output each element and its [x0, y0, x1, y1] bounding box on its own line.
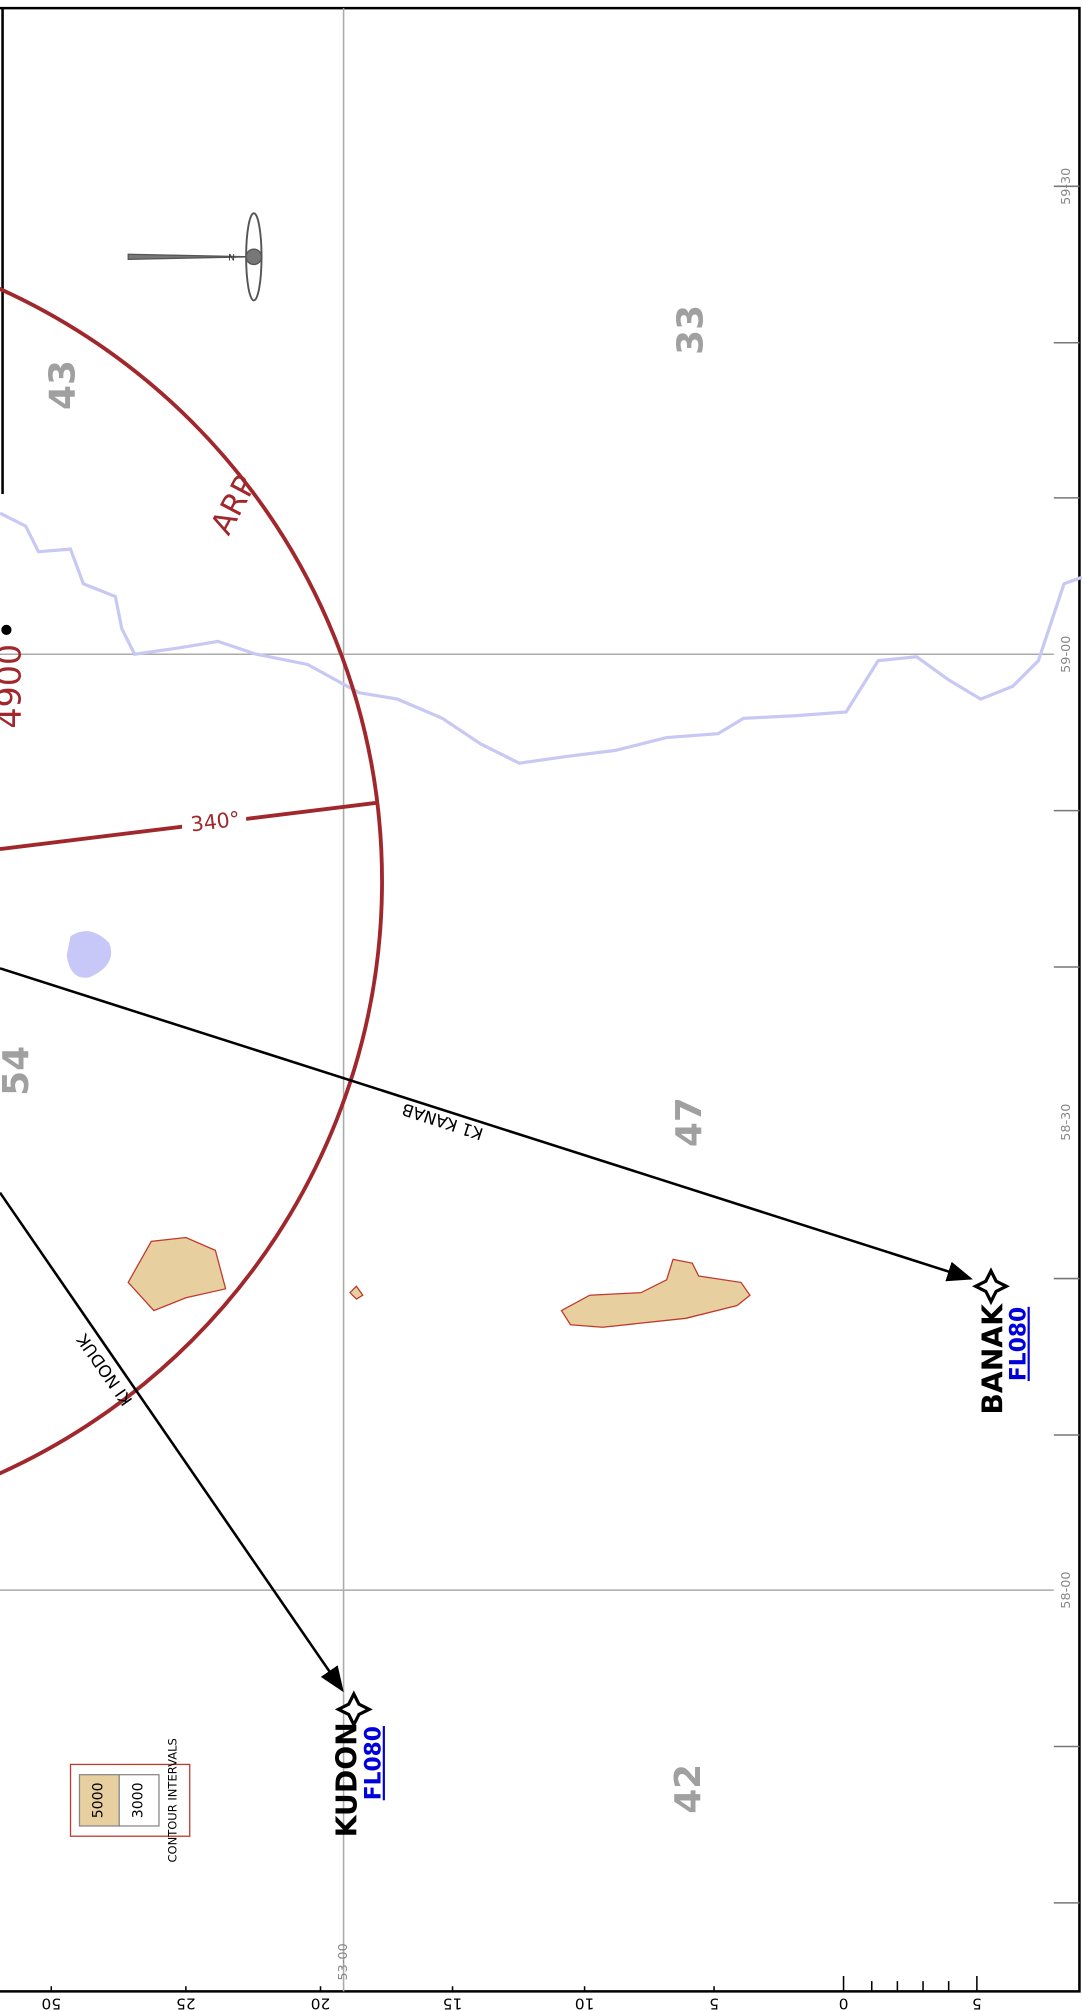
waypoint-level: FL080 — [1007, 1307, 1032, 1381]
latitude-label: 59-00 — [1059, 636, 1074, 673]
longitude-label: 53-00 — [336, 1943, 351, 1980]
scale-label: 0 — [839, 1994, 849, 2011]
scale-label: 20 — [311, 1994, 331, 2011]
spot-elevation: 54 — [0, 1046, 37, 1096]
legend-value: 5000 — [91, 1782, 107, 1818]
north-arrow: N — [127, 212, 263, 302]
scale-label: 15 — [443, 1994, 463, 2011]
waypoint-symbol — [334, 1267, 1010, 1729]
latitude-label: 59-30 — [1059, 168, 1074, 205]
legend-value: 3000 — [130, 1782, 146, 1818]
coastline — [0, 511, 1082, 765]
scale-bar — [50, 1975, 978, 1992]
terrain — [127, 1236, 751, 1328]
spot-elevation: 42 — [668, 1764, 709, 1814]
lake — [66, 931, 112, 978]
routes — [0, 967, 973, 1693]
spot-elevation: 43 — [42, 360, 83, 410]
scale-label: 50 — [41, 1994, 61, 2011]
label-bg — [182, 808, 247, 834]
spot-elevation: 47 — [669, 1097, 710, 1147]
arp-circle — [0, 286, 384, 1476]
graticule — [0, 8, 1080, 1992]
contour-legend — [69, 1763, 191, 1837]
waypoint-name: KUDON — [330, 1722, 363, 1837]
spot-elevation: 33 — [671, 305, 712, 355]
arp-elevation: 4900 — [0, 644, 29, 729]
waypoint-level: FL080 — [362, 1726, 387, 1800]
latitude-label: 58-00 — [1059, 1571, 1074, 1608]
radial-label: 340° — [189, 807, 241, 837]
obstacle — [1, 624, 12, 636]
scale-labels: 50 25 20 15 10 5 0 5 — [41, 1994, 981, 2011]
svg-text:N: N — [228, 254, 235, 264]
waypoint-name: BANAK — [977, 1303, 1010, 1415]
route-label: K1 KANAB — [400, 1099, 486, 1143]
scale-label: 25 — [176, 1994, 196, 2011]
scale-label: 10 — [575, 1994, 595, 2011]
legend-title: CONTOUR INTERVALS — [166, 1738, 180, 1862]
scale-label: 5 — [709, 1994, 719, 2011]
scale-label: 5 — [972, 1994, 982, 2011]
arp-label: ARP — [204, 470, 264, 541]
latitude-label: 58-30 — [1059, 1104, 1074, 1141]
route-label: KI NODUK — [73, 1330, 137, 1409]
frame — [0, 6, 1081, 1993]
